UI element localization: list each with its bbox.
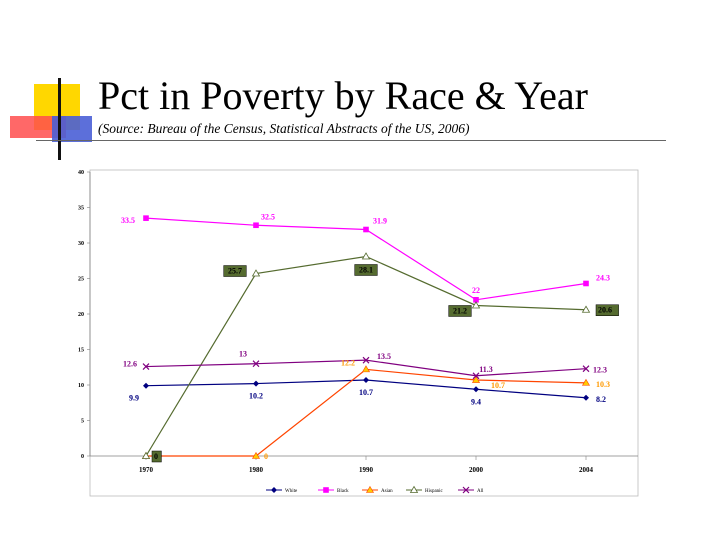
series-markers xyxy=(141,215,591,459)
data-label-hispanic-3: 21.2 xyxy=(453,306,467,315)
y-tick-label-0: 0 xyxy=(81,454,84,460)
marker-white-0 xyxy=(143,382,149,389)
y-axis-ticks: 0 5 10 15 20 25 30 35 40 xyxy=(78,170,90,460)
marker-all-0 xyxy=(142,363,150,370)
data-label-hispanic-4: 20.6 xyxy=(598,306,612,315)
marker-asian-4 xyxy=(581,378,591,386)
label-box-hispanic-4 xyxy=(595,304,619,316)
decor-horizontal-rule xyxy=(36,140,666,141)
data-label-white-4: 8.2 xyxy=(596,395,606,404)
marker-all-2 xyxy=(362,356,370,364)
y-tick-label-7: 35 xyxy=(78,206,84,212)
marker-all-4 xyxy=(582,365,590,373)
marker-black-3 xyxy=(473,297,479,303)
data-label-white-3: 9.4 xyxy=(471,397,481,406)
legend: White Black Asian Hispanic All xyxy=(266,485,484,494)
marker-asian-1 xyxy=(251,451,261,459)
marker-hispanic-0 xyxy=(141,451,151,459)
data-label-hispanic-0: 0 xyxy=(154,452,158,461)
marker-hispanic-3 xyxy=(471,301,481,309)
data-label-all-1: 13 xyxy=(239,350,247,359)
marker-asian-3 xyxy=(471,375,481,383)
data-label-black-4: 24.3 xyxy=(596,273,610,282)
data-label-white-1: 10.2 xyxy=(249,392,263,401)
x-tick-label-3: 2000 xyxy=(469,466,484,474)
marker-white-2 xyxy=(363,377,369,384)
legend-label-asian: Asian xyxy=(381,489,393,494)
marker-white-4 xyxy=(583,394,589,401)
slide-subtitle: (Source: Bureau of the Census, Statistic… xyxy=(98,121,470,136)
chart-frame xyxy=(89,169,639,497)
legend-label-white: White xyxy=(285,489,298,494)
data-label-hispanic-1: 25.7 xyxy=(228,267,242,276)
label-box-hispanic-0 xyxy=(151,450,162,463)
y-tick-label-5: 25 xyxy=(78,277,84,283)
x-tick-label-1: 1980 xyxy=(249,466,264,474)
x-tick-label-4: 2004 xyxy=(579,466,594,474)
y-tick-label-1: 5 xyxy=(81,419,84,425)
data-label-black-1: 32.5 xyxy=(261,212,275,221)
data-labels: 9.9 10.2 10.7 9.4 8.2 33.5 32.5 31.9 22 24.3 0 0 12.… xyxy=(121,212,619,463)
decor-vertical-rule xyxy=(58,78,61,160)
marker-hispanic-4 xyxy=(581,305,591,313)
x-tick-label-0: 1970 xyxy=(139,466,154,474)
legend-marker-asian xyxy=(365,485,375,493)
marker-black-2 xyxy=(363,226,369,233)
data-label-white-2: 10.7 xyxy=(359,388,373,397)
poverty-line-chart: 0 5 10 15 20 25 30 35 40 1970 1980 1990 2000 2004 9.… xyxy=(78,169,639,497)
data-label-black-2: 31.9 xyxy=(373,217,387,226)
legend-label-black: Black xyxy=(337,489,349,494)
legend-label-hispanic: Hispanic xyxy=(425,489,444,494)
legend-marker-all xyxy=(462,486,470,494)
marker-all-1 xyxy=(252,360,260,368)
x-tick-label-2: 1990 xyxy=(359,466,374,474)
data-label-hispanic-2: 28.1 xyxy=(359,265,373,274)
slide-title: Pct in Poverty by Race & Year xyxy=(98,73,588,118)
data-label-asian-3: 10.7 xyxy=(491,381,505,390)
marker-hispanic-1 xyxy=(251,269,261,277)
marker-white-1 xyxy=(253,380,259,387)
data-label-all-2: 13.5 xyxy=(377,352,391,361)
label-box-hispanic-1 xyxy=(223,265,247,277)
data-label-asian-1: 0 xyxy=(264,452,268,461)
label-box-hispanic-2 xyxy=(354,264,378,276)
marker-black-0 xyxy=(143,215,149,221)
legend-label-all: All xyxy=(477,489,484,494)
y-tick-label-4: 20 xyxy=(78,312,84,318)
legend-marker-black xyxy=(323,487,329,493)
y-tick-label-2: 10 xyxy=(78,383,84,389)
marker-all-3 xyxy=(472,372,480,380)
data-label-black-3: 22 xyxy=(472,286,480,295)
y-tick-label-6: 30 xyxy=(78,241,84,247)
marker-black-4 xyxy=(583,280,589,287)
marker-white-3 xyxy=(473,386,479,393)
data-label-black-0: 33.5 xyxy=(121,216,135,225)
marker-hispanic-2 xyxy=(361,252,371,260)
label-box-hispanic-3 xyxy=(448,305,472,317)
legend-marker-white xyxy=(271,487,277,493)
data-label-asian-2: 12.2 xyxy=(341,358,355,367)
marker-asian-2 xyxy=(361,365,371,373)
data-label-all-0: 12.6 xyxy=(123,360,137,369)
y-tick-label-3: 15 xyxy=(78,348,84,354)
data-label-asian-4: 10.3 xyxy=(596,380,610,389)
data-label-all-3: 11.3 xyxy=(479,365,493,374)
y-tick-label-8: 40 xyxy=(78,170,84,176)
data-label-white-0: 9.9 xyxy=(129,394,139,403)
data-label-all-4: 12.3 xyxy=(593,366,607,375)
legend-marker-hispanic xyxy=(409,485,419,493)
marker-black-1 xyxy=(253,222,259,229)
